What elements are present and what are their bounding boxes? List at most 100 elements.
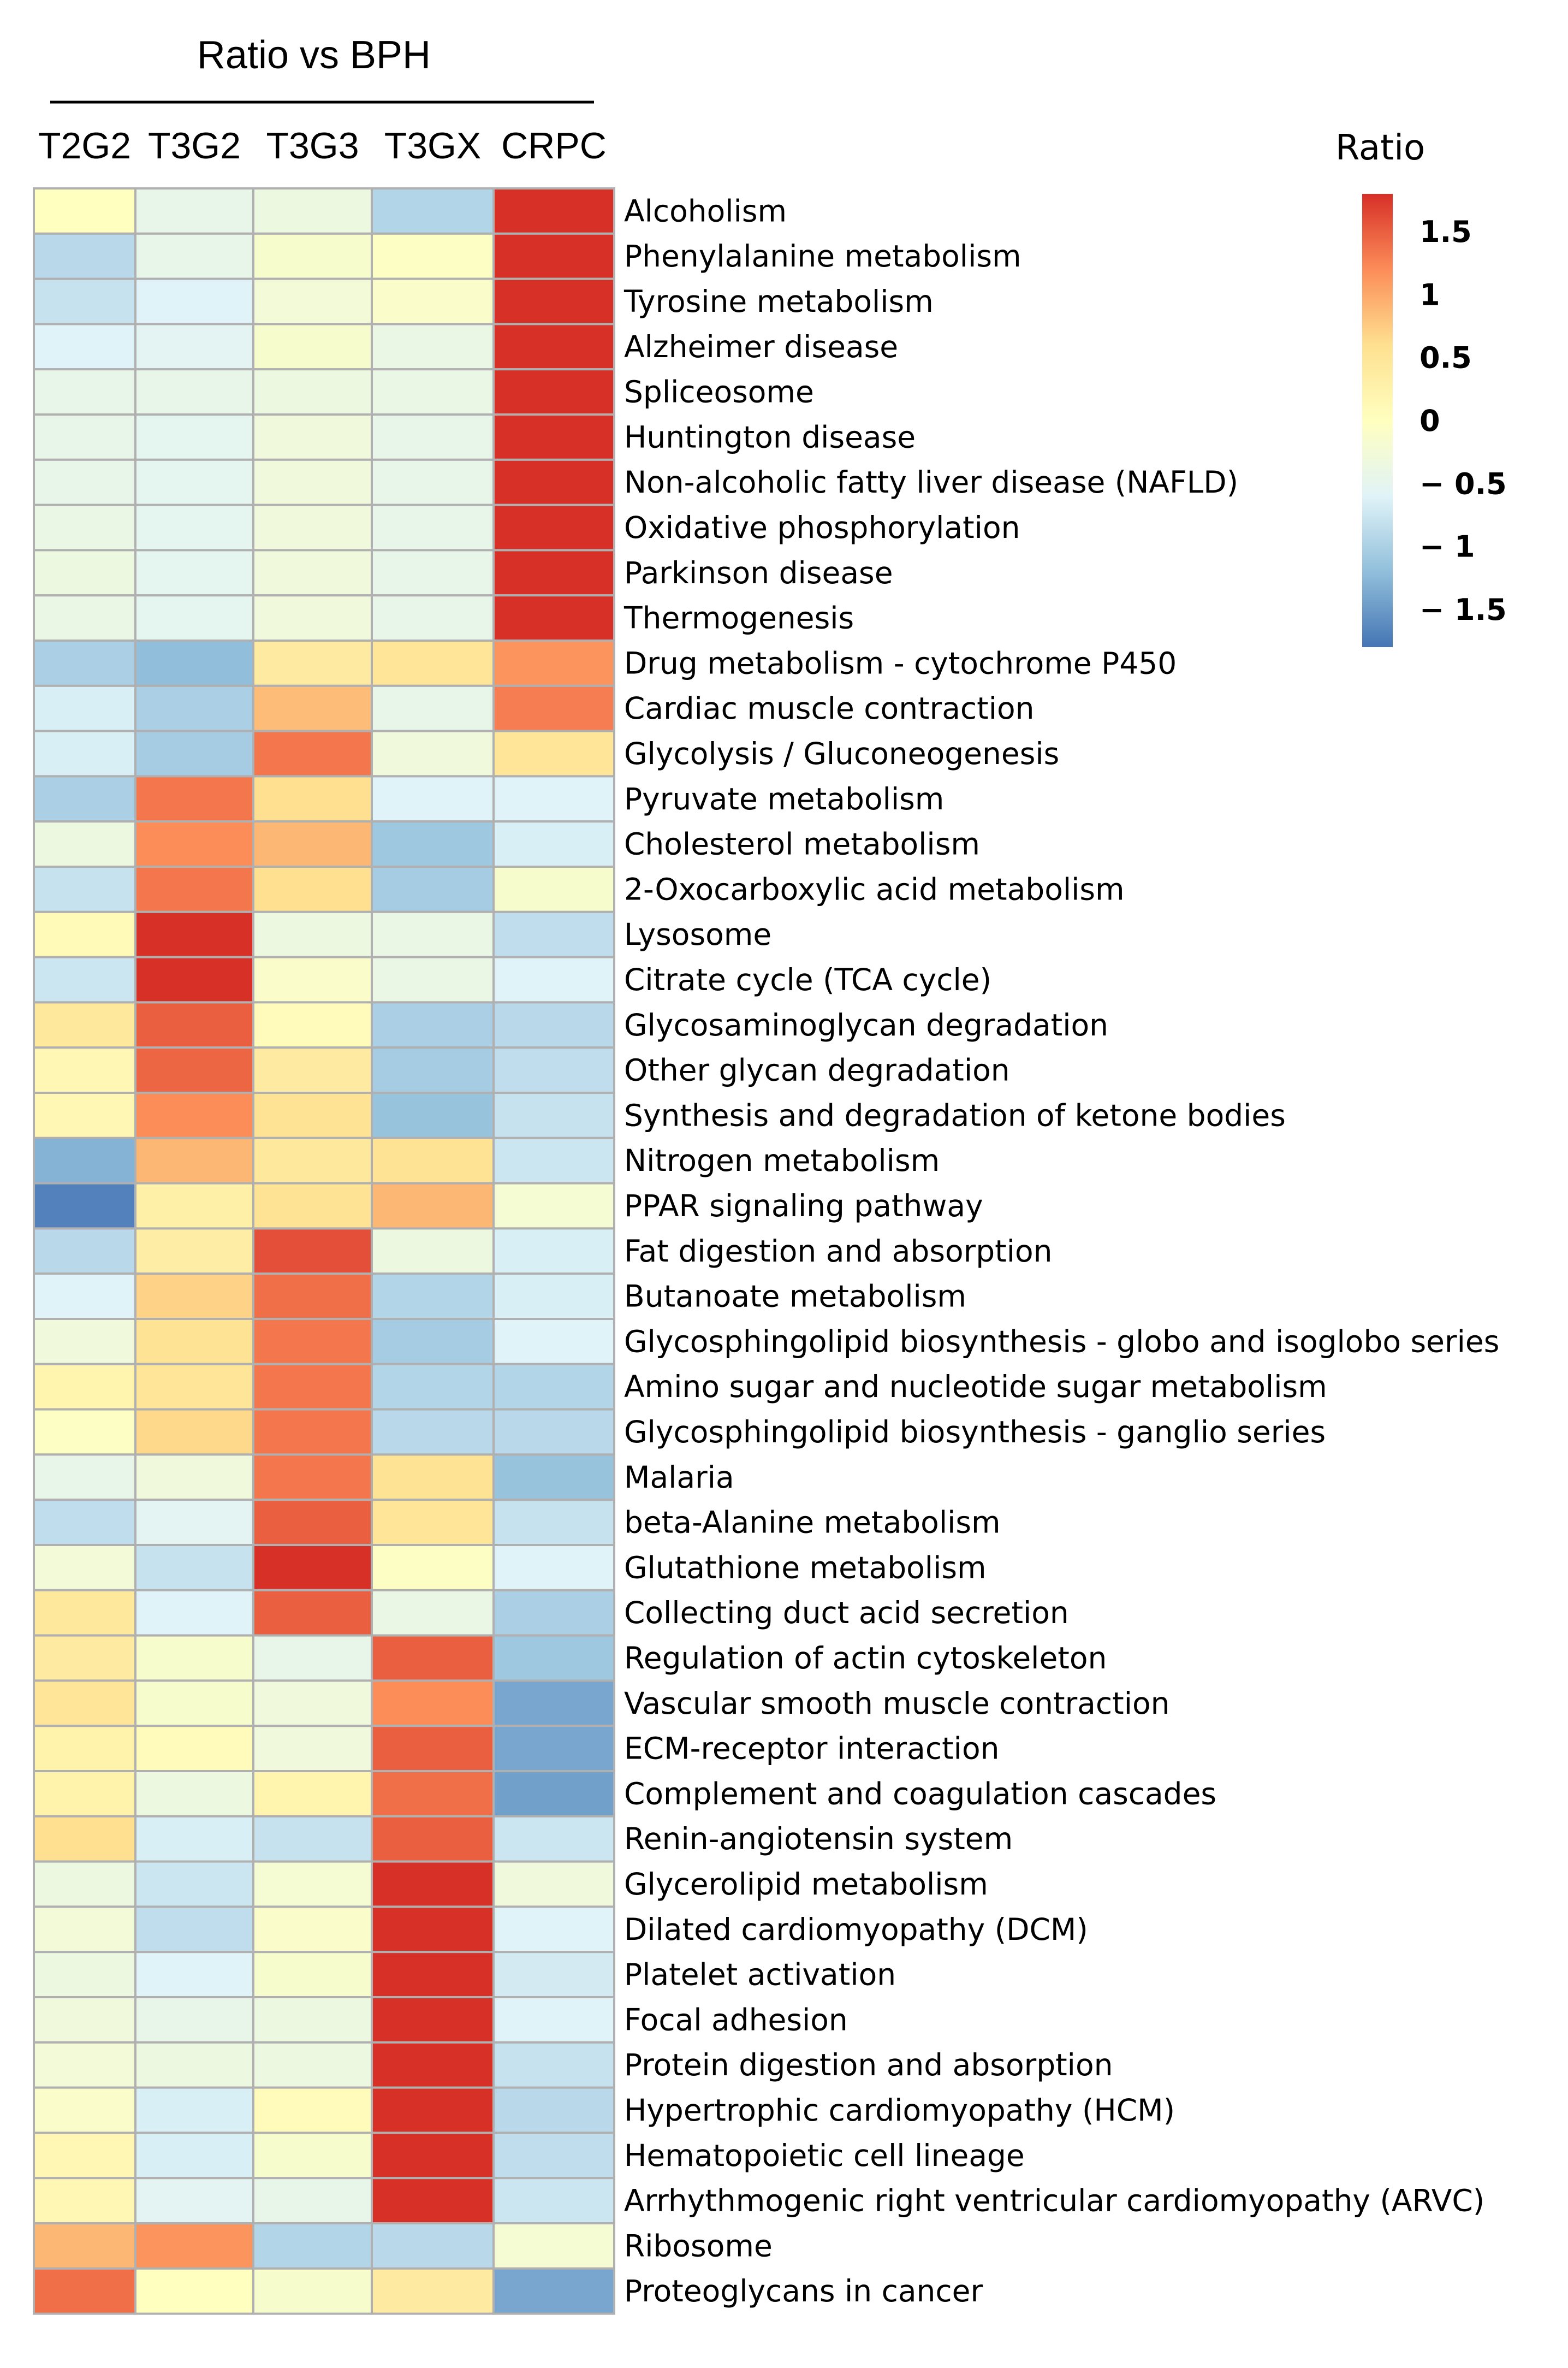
heatmap-cell [252, 1815, 373, 1863]
heatmap-cell [371, 1951, 495, 1998]
heatmap-cell [33, 1182, 136, 1230]
row-label: Hematopoietic cell lineage [624, 2138, 1025, 2173]
row-label: Regulation of actin cytoskeleton [624, 1641, 1107, 1676]
heatmap-cell [371, 1363, 495, 1411]
heatmap-cell [134, 730, 254, 778]
column-label-t3g3: T3G3 [266, 125, 359, 167]
heatmap-cell [33, 1815, 136, 1863]
row-label: 2-Oxocarboxylic acid metabolism [624, 872, 1125, 907]
row-label: Spliceosome [624, 375, 814, 410]
heatmap-cell [134, 1046, 254, 1094]
row-label: Citrate cycle (TCA cycle) [624, 962, 991, 997]
column-headers: T2G2 T3G2 T3G3 T3GX CRPC [38, 125, 607, 167]
heatmap-cell [134, 1182, 254, 1230]
heatmap-cell [492, 413, 615, 461]
row-label: Oxidative phosphorylation [624, 510, 1020, 545]
heatmap-cell [371, 1996, 495, 2044]
heatmap-cell [252, 187, 373, 235]
heatmap-cell [252, 1996, 373, 2044]
heatmap-cell [134, 1499, 254, 1546]
heatmap-cell [252, 1363, 373, 1411]
row-label: Huntington disease [624, 419, 916, 454]
heatmap-cell [134, 1589, 254, 1637]
heatmap-cell [252, 1136, 373, 1185]
heatmap-cell [33, 820, 136, 868]
heatmap-cell [134, 2132, 254, 2180]
heatmap-cell [252, 504, 373, 552]
row-label: Tyrosine metabolism [623, 284, 934, 319]
legend-tick-label: − 1 [1419, 530, 1475, 564]
heatmap-cell [492, 820, 615, 868]
heatmap-cell [33, 2041, 136, 2089]
heatmap-cell [492, 549, 615, 597]
legend-colorbar [1362, 194, 1393, 647]
heatmap-cell [492, 1136, 615, 1185]
heatmap-cell [252, 866, 373, 913]
legend-tick-label: − 0.5 [1419, 466, 1507, 501]
heatmap-cell [33, 1136, 136, 1185]
row-label: Phenylalanine metabolism [624, 239, 1021, 274]
legend-tick-label: 0 [1419, 404, 1440, 438]
legend-ticks: 1.5 1 0.5 0 − 0.5 − 1 − 1.5 [1393, 215, 1507, 627]
heatmap-cell [252, 1770, 373, 1818]
heatmap-cell [492, 1634, 615, 1682]
heatmap-cell [252, 1182, 373, 1230]
heatmap-cell [134, 1996, 254, 2044]
heatmap-cell [134, 1227, 254, 1275]
heatmap-cell [134, 1453, 254, 1501]
heatmap-cell [33, 2132, 136, 2180]
heatmap-cell [492, 1544, 615, 1591]
heatmap-cell [252, 1499, 373, 1546]
heatmap-cell [134, 1770, 254, 1818]
heatmap-cell [33, 1363, 136, 1411]
row-label: Other glycan degradation [624, 1053, 1010, 1088]
heatmap-cell [134, 640, 254, 687]
heatmap-cell [134, 232, 254, 280]
heatmap-cell [371, 775, 495, 823]
row-labels: Alcoholism Phenylalanine metabolism Tyrosi… [623, 193, 1499, 2308]
heatmap-cell [33, 187, 136, 235]
row-label: Focal adhesion [624, 2002, 848, 2037]
heatmap-cell [33, 684, 136, 732]
heatmap-cell [134, 1951, 254, 1998]
row-label: Vascular smooth muscle contraction [624, 1686, 1169, 1721]
row-label: Dilated cardiomyopathy (DCM) [624, 1912, 1088, 1947]
heatmap-cell [33, 1408, 136, 1456]
heatmap-cell [134, 1725, 254, 1772]
heatmap-cell [134, 2177, 254, 2224]
heatmap-cell [252, 549, 373, 597]
heatmap-cell [252, 684, 373, 732]
heatmap-cell [492, 187, 615, 235]
heatmap-cell [371, 910, 495, 958]
heatmap-cell [252, 1453, 373, 1501]
heatmap-cell [33, 504, 136, 552]
heatmap-cell [371, 684, 495, 732]
heatmap-cell [252, 1905, 373, 1953]
heatmap-cell [371, 1272, 495, 1320]
heatmap-cell [252, 277, 373, 325]
row-label: Glycolysis / Gluconeogenesis [624, 736, 1059, 771]
heatmap-cell [371, 1725, 495, 1772]
heatmap-cell [134, 1318, 254, 1365]
row-label: Amino sugar and nucleotide sugar metabol… [624, 1369, 1327, 1404]
heatmap-cell [252, 413, 373, 461]
heatmap-cell [33, 2222, 136, 2270]
heatmap-cell [252, 2041, 373, 2089]
heatmap-cell [33, 232, 136, 280]
heatmap-cell [134, 775, 254, 823]
heatmap-cell [252, 232, 373, 280]
heatmap-cell [134, 2041, 254, 2089]
heatmap-cell [134, 956, 254, 1004]
heatmap-cell [492, 2086, 615, 2134]
heatmap-cell [371, 232, 495, 280]
heatmap-cell [371, 323, 495, 371]
heatmap-cell [371, 504, 495, 552]
row-label: Synthesis and degradation of ketone bodi… [624, 1098, 1286, 1133]
heatmap-cell [33, 1951, 136, 1998]
heatmap-cell [492, 2177, 615, 2224]
heatmap-cell [252, 458, 373, 506]
heatmap-cell [371, 458, 495, 506]
heatmap-cell [252, 2267, 373, 2315]
row-label: Butanoate metabolism [624, 1279, 966, 1314]
heatmap-cell [252, 1408, 373, 1456]
